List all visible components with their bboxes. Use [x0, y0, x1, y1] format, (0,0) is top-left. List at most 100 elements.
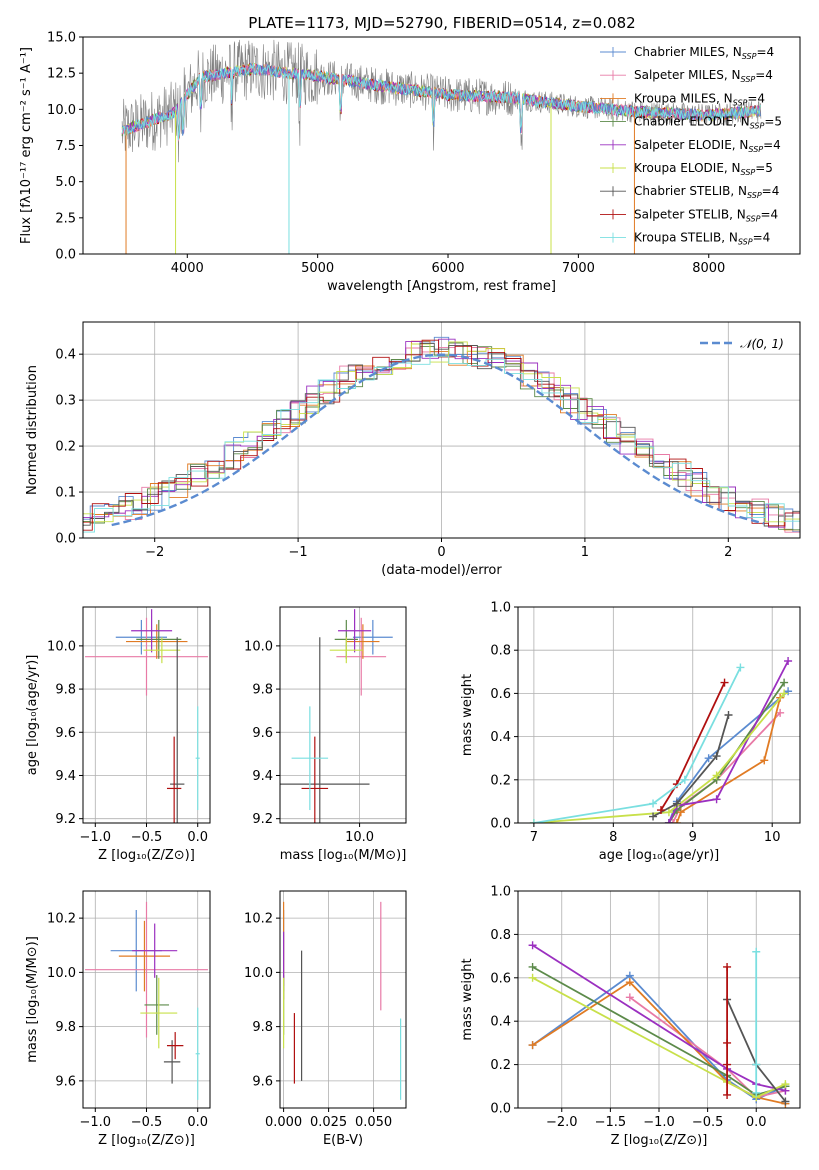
y-tick-label: 9.8 [55, 683, 76, 698]
data-point-marker [528, 962, 537, 971]
x-tick-label: 0.025 [310, 1115, 347, 1130]
y-tick-label: 9.8 [55, 1020, 76, 1035]
data-point-marker [664, 819, 673, 823]
x-axis-label: Z [log₁₀(Z/Z⊙)] [611, 1133, 708, 1148]
data-point-marker [760, 756, 769, 765]
spectrum-plot-area [121, 39, 762, 254]
axes-frame [517, 890, 801, 1109]
errorbar-darkred [166, 736, 182, 823]
massweight_vs_Z-panel: −2.0 −1.5 −1.0 −0.5 0.0 0.0 0.2 0.4 0.6 0.8 1.0 Z [… [460, 885, 801, 1148]
histogram-gray [83, 342, 800, 527]
series-line [668, 660, 789, 823]
y-tick-label: 9.6 [252, 726, 273, 741]
x-tick-label: 0.0 [746, 1115, 767, 1130]
legend-entry: 𝒩(0, 1) [740, 337, 784, 351]
x-axis-label: Z [log₁₀(Z/Z⊙)] [98, 848, 195, 863]
x-axis-label: wavelength [Angstrom, rest frame] [327, 279, 556, 294]
massweight_vs_age-plot-area [529, 657, 793, 823]
x-tick-label: 0.0 [187, 830, 208, 845]
y-tick-label: 12.5 [47, 67, 76, 82]
legend-entry: Kroupa STELIB, NSSP=4 [634, 231, 770, 247]
x-tick-label: 8000 [692, 261, 725, 276]
errorbar-purple [132, 923, 178, 978]
series-darkred [656, 678, 729, 815]
y-tick-label: 9.6 [252, 1074, 273, 1089]
y-tick-label: 0.8 [490, 928, 511, 943]
y-tick-label: 15.0 [47, 31, 76, 46]
y-tick-label: 0.3 [55, 394, 76, 409]
histogram-cyan [83, 355, 800, 533]
axes-frame [82, 890, 211, 1109]
series-line [533, 692, 785, 823]
data-point-marker [724, 711, 733, 719]
series-yellow [528, 973, 790, 1102]
y-tick-label: 10.2 [244, 912, 273, 927]
data-point-marker [656, 806, 665, 815]
data-point-marker [528, 941, 537, 950]
mass_vs_EBV-panel: 0.000 0.025 0.050 9.6 9.8 10.0 10.2 E(B-V) [244, 890, 407, 1148]
errorbar-cyan [291, 706, 329, 811]
y-tick-label: 1.0 [490, 601, 511, 616]
errorbar-purple [131, 609, 173, 653]
data-point-marker [528, 1041, 537, 1050]
data-point-marker [752, 1060, 761, 1069]
y-tick-label: 0.2 [490, 1058, 511, 1073]
y-tick-label: 1.0 [490, 885, 511, 900]
legend-entry: Chabrier STELIB, NSSP=4 [634, 184, 779, 200]
series-line [532, 977, 786, 1099]
x-tick-label: 4000 [171, 261, 204, 276]
x-tick-label: −1 [289, 545, 308, 560]
errorbar-blue [352, 619, 393, 655]
x-tick-label: 7 [530, 830, 538, 845]
histogram-darkred [83, 339, 800, 531]
data-point-marker [649, 799, 658, 808]
series-cyan [529, 663, 745, 823]
spectrum-legend: Chabrier MILES, NSSP=4 Salpeter MILES, NS… [600, 45, 782, 247]
histogram-pink [83, 346, 800, 533]
y-tick-label: 9.6 [55, 726, 76, 741]
y-tick-label: 9.2 [55, 812, 76, 827]
data-point-marker [752, 947, 761, 956]
mass_vs_EBV-plot-area [283, 901, 402, 1100]
x-tick-label: 10 [764, 830, 781, 845]
series-line [532, 944, 786, 1092]
y-tick-label: 0.6 [490, 687, 511, 702]
errorbar-gray [170, 637, 185, 823]
errorbar-yellow [143, 637, 181, 664]
data-point-marker [781, 1097, 790, 1106]
axes-frame [279, 890, 407, 1109]
massweight_vs_Z-plot-area [528, 941, 790, 1108]
errorbar-darkred [301, 736, 329, 823]
errorbar-orange [346, 624, 380, 659]
data-point-marker [664, 808, 673, 817]
data-point-marker [784, 657, 793, 665]
y-tick-label: 10.0 [47, 639, 76, 654]
y-tick-label: 9.6 [55, 1074, 76, 1089]
x-tick-label: −0.5 [131, 830, 163, 845]
errorbar-cyan [195, 706, 200, 811]
data-point-marker [712, 795, 721, 804]
age_vs_Z-panel: −1.0 −0.5 0.0 9.2 9.4 9.6 9.8 10.0 Z [log₁₀(Z/Z⊙… [25, 606, 211, 863]
errorbar-gray [163, 1040, 181, 1084]
y-tick-label: 9.8 [252, 1020, 273, 1035]
data-point-marker [672, 799, 681, 808]
y-tick-label: 0.1 [55, 486, 76, 501]
y-tick-label: 2.5 [55, 211, 76, 226]
axes-frame [82, 321, 801, 539]
y-tick-label: 10.0 [47, 103, 76, 118]
x-tick-label: 1 [581, 545, 589, 560]
errorbar-darkred [166, 1032, 184, 1060]
age_vs_Z-plot-area [85, 609, 208, 823]
errorbar-gray [280, 637, 370, 823]
errorbar-yellow [329, 637, 363, 664]
y-tick-label: 9.4 [55, 769, 76, 784]
x-tick-label: −2 [145, 545, 164, 560]
x-tick-label: −1.5 [595, 1115, 627, 1130]
histogram-purple [83, 338, 800, 528]
x-tick-label: 5000 [301, 261, 334, 276]
x-tick-label: −1.0 [80, 1115, 112, 1130]
series-line [668, 682, 785, 823]
errorbar-orange [118, 920, 171, 992]
y-tick-label: 0.0 [55, 532, 76, 547]
legend-entry: Kroupa ELODIE, NSSP=5 [634, 161, 773, 177]
